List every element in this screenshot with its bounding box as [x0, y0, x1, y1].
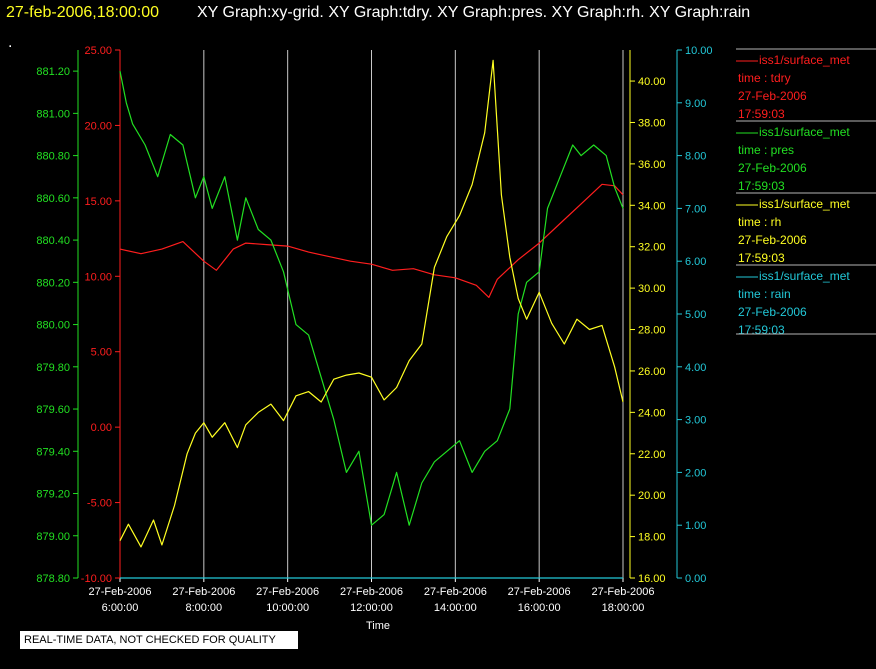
legend-time: 17:59:03: [738, 179, 785, 193]
y-tick-label-rain: 0.00: [685, 573, 706, 585]
y-tick-label-pres: 880.20: [36, 277, 70, 289]
x-tick-label-date: 27-Feb-2006: [592, 586, 655, 598]
y-tick-label-rh: 38.00: [638, 117, 666, 129]
y-tick-label-rh: 22.00: [638, 449, 666, 461]
y-tick-label-rh: 28.00: [638, 325, 666, 337]
y-tick-label-pres: 881.00: [36, 108, 70, 120]
legend-date: 27-Feb-2006: [738, 305, 807, 319]
y-tick-label-rain: 3.00: [685, 415, 706, 427]
y-tick-label-tdry: 5.00: [91, 347, 112, 359]
y-tick-label-rain: 2.00: [685, 467, 706, 479]
y-tick-label-rh: 24.00: [638, 407, 666, 419]
series-line-pres: [119, 70, 624, 526]
header-marker: .: [8, 34, 12, 51]
legend-date: 27-Feb-2006: [738, 233, 807, 247]
legend-time: 17:59:03: [738, 107, 785, 121]
y-tick-label-pres: 880.40: [36, 235, 70, 247]
series-line-tdry: [119, 183, 624, 298]
legend-source: iss1/surface_met: [759, 53, 850, 67]
x-tick-label-date: 27-Feb-2006: [424, 586, 487, 598]
y-tick-label-rain: 5.00: [685, 309, 706, 321]
x-tick-label-date: 27-Feb-2006: [340, 586, 403, 598]
x-tick-label-time: 8:00:00: [185, 602, 222, 614]
y-tick-label-rain: 1.00: [685, 520, 706, 532]
y-tick-label-rain: 6.00: [685, 256, 706, 268]
y-tick-label-pres: 879.80: [36, 362, 70, 374]
y-tick-label-pres: 879.60: [36, 404, 70, 416]
series-line-rh: [119, 59, 624, 548]
x-tick-labels: 27-Feb-2006 6:00:00 27-Feb-2006 8:00:00 27-F…: [89, 586, 655, 614]
y-tick-label-rh: 36.00: [638, 159, 666, 171]
quality-note: REAL-TIME DATA, NOT CHECKED FOR QUALITY: [20, 631, 298, 649]
legend-date: 27-Feb-2006: [738, 89, 807, 103]
legend-variable: time : rh: [738, 215, 781, 229]
y-axis-pres: 878.80 879.00 879.20 879.40 879.60 879.80 880.…: [36, 50, 79, 585]
y-tick-label-rh: 18.00: [638, 532, 666, 544]
legend-date: 27-Feb-2006: [738, 161, 807, 175]
header-graph-title: XY Graph:xy-grid. XY Graph:tdry. XY Grap…: [197, 4, 750, 21]
x-tick-label-time: 6:00:00: [102, 602, 139, 614]
axes-layer: -10.00 -5.00 0.00 5.00 10.00 15.00 20.00 25.00 8…: [36, 45, 712, 585]
x-tick-label-date: 27-Feb-2006: [89, 586, 152, 598]
y-tick-label-pres: 879.00: [36, 531, 70, 543]
legend-source: iss1/surface_met: [759, 269, 850, 283]
y-tick-label-tdry: -5.00: [87, 498, 112, 510]
legend-source: iss1/surface_met: [759, 125, 850, 139]
x-tick-label-time: 18:00:00: [602, 602, 645, 614]
y-tick-label-rain: 4.00: [685, 362, 706, 374]
y-tick-label-pres: 880.60: [36, 193, 70, 205]
y-tick-label-rh: 30.00: [638, 283, 666, 295]
legend-variable: time : tdry: [738, 71, 791, 85]
y-tick-label-pres: 879.20: [36, 489, 70, 501]
y-tick-label-tdry: 0.00: [91, 422, 112, 434]
y-tick-label-rh: 34.00: [638, 200, 666, 212]
x-tick-label-date: 27-Feb-2006: [172, 586, 235, 598]
y-tick-label-tdry: 15.00: [84, 196, 112, 208]
legend-variable: time : rain: [738, 287, 791, 301]
y-tick-label-pres: 878.80: [36, 573, 70, 585]
y-tick-label-tdry: -10.00: [81, 573, 112, 585]
legend-variable: time : pres: [738, 143, 794, 157]
y-tick-label-rain: 10.00: [685, 45, 713, 57]
y-tick-label-tdry: 10.00: [84, 271, 112, 283]
legend-time: 17:59:03: [738, 251, 785, 265]
y-axis-rh: 16.00 18.00 20.00 22.00 24.00 26.00 28.00 30.00…: [629, 50, 666, 585]
series-layer: [119, 59, 624, 579]
y-tick-label-tdry: 25.00: [84, 45, 112, 57]
y-tick-label-rh: 16.00: [638, 573, 666, 585]
y-tick-label-pres: 879.40: [36, 446, 70, 458]
header-timestamp: 27-feb-2006,18:00:00: [6, 4, 159, 21]
y-tick-label-pres: 881.20: [36, 66, 70, 78]
x-axis-label: Time: [366, 620, 390, 632]
y-tick-label-rh: 40.00: [638, 76, 666, 88]
y-axis-tdry: -10.00 -5.00 0.00 5.00 10.00 15.00 20.00 25.00: [81, 45, 121, 585]
y-tick-label-pres: 880.00: [36, 320, 70, 332]
legend-source: iss1/surface_met: [759, 197, 850, 211]
x-tick-label-time: 14:00:00: [434, 602, 477, 614]
y-tick-label-rh: 32.00: [638, 242, 666, 254]
x-tick-label-time: 16:00:00: [518, 602, 561, 614]
x-tick-label-date: 27-Feb-2006: [508, 586, 571, 598]
y-tick-label-pres: 880.80: [36, 151, 70, 163]
y-tick-label-rain: 9.00: [685, 98, 706, 110]
header: 27-feb-2006,18:00:00 XY Graph:xy-grid. X…: [6, 4, 750, 51]
legend-time: 17:59:03: [738, 323, 785, 337]
y-tick-label-rain: 8.00: [685, 151, 706, 163]
x-tick-label-time: 12:00:00: [350, 602, 393, 614]
x-tick-label-date: 27-Feb-2006: [256, 586, 319, 598]
grid-layer: [119, 50, 624, 578]
y-tick-label-rh: 26.00: [638, 366, 666, 378]
x-tick-label-time: 10:00:00: [266, 602, 309, 614]
y-tick-label-tdry: 20.00: [84, 120, 112, 132]
y-tick-label-rain: 7.00: [685, 203, 706, 215]
y-axis-rain: 0.00 1.00 2.00 3.00 4.00 5.00 6.00 7.00 8.00 9.00…: [676, 45, 713, 585]
y-tick-label-rh: 20.00: [638, 490, 666, 502]
